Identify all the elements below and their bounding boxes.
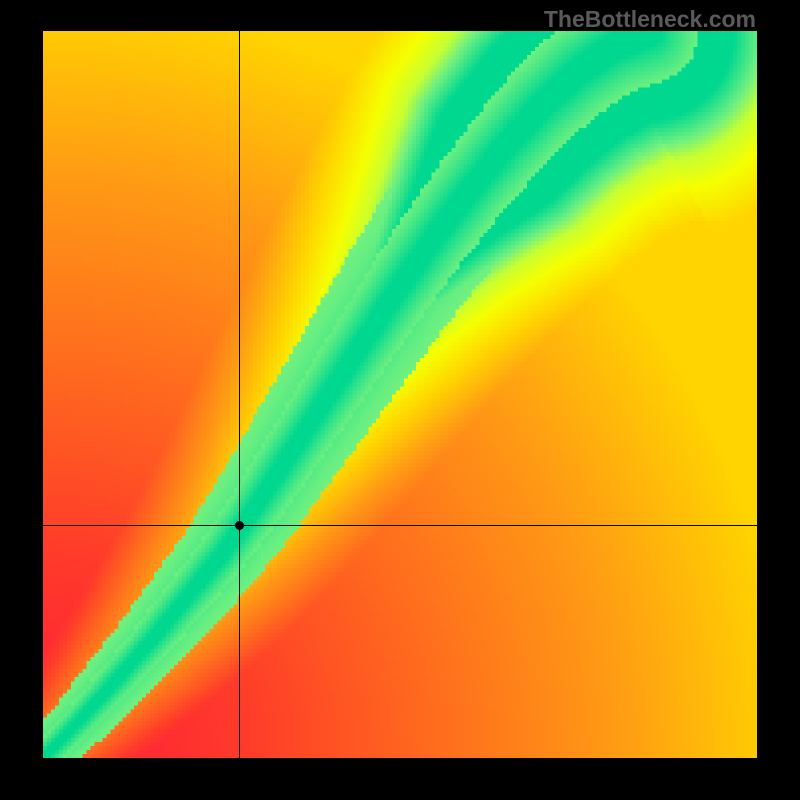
data-point-marker [235, 521, 244, 530]
crosshair-horizontal [43, 525, 757, 526]
bottleneck-heatmap [43, 31, 757, 758]
crosshair-vertical [239, 31, 240, 758]
watermark-label: TheBottleneck.com [544, 6, 756, 33]
chart-container: TheBottleneck.com [0, 0, 800, 800]
